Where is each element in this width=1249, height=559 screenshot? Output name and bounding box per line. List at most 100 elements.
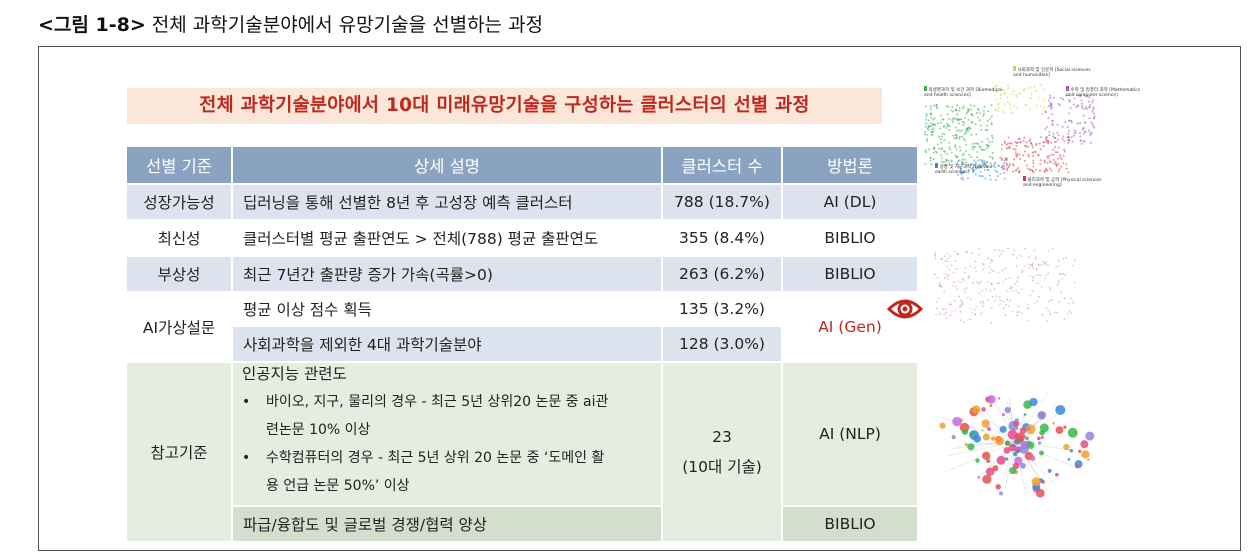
cluster-dot: [930, 130, 933, 133]
cluster-dot: [932, 157, 935, 160]
bullet-mark: •: [242, 450, 251, 466]
count-reference-note: (10대 기술): [682, 458, 762, 476]
cluster-dot: [967, 129, 970, 132]
cluster-dot: [988, 141, 991, 144]
cluster-dot: [979, 124, 982, 127]
cluster-dot: [954, 126, 957, 129]
cluster-dot: [948, 268, 951, 271]
cluster-dot: [957, 119, 960, 122]
cluster-dot: [1020, 271, 1023, 274]
cluster-dot: [1047, 157, 1050, 160]
cluster-dot: [1064, 120, 1067, 123]
cluster-dot: [1047, 309, 1050, 312]
cluster-dot: [1067, 129, 1070, 132]
count-ai-survey-fields: 128 (3.0%): [663, 327, 781, 361]
cluster-dot: [958, 135, 961, 138]
cluster-dot: [1079, 140, 1082, 143]
cluster-dot: [1049, 97, 1052, 100]
cluster-dot: [927, 125, 930, 128]
cluster-dot: [1087, 458, 1090, 461]
cluster-dot: [954, 309, 957, 312]
cluster-dot: [1023, 150, 1026, 153]
cluster-dot: [980, 311, 983, 314]
cluster-dot: [994, 166, 997, 169]
cluster-dot: [929, 156, 932, 159]
cluster-dot: [1032, 85, 1035, 88]
cluster-dot: [924, 133, 927, 136]
cluster-dot: [1005, 278, 1008, 281]
cluster-dot: [924, 118, 927, 121]
cluster-dot: [977, 475, 980, 479]
cluster-dot: [1007, 429, 1018, 440]
bullet-1-line-1: 바이오, 지구, 물리의 경우 - 최근 5년 상위20 논문 중 ai관: [266, 394, 609, 410]
cluster-dot: [1093, 115, 1096, 118]
cluster-dot: [994, 84, 997, 87]
cluster-dot: [945, 317, 948, 320]
cluster-dot: [1072, 103, 1075, 106]
cluster-dot: [936, 143, 939, 146]
cluster-dot: [1068, 99, 1071, 102]
cluster-dot: [1046, 162, 1049, 165]
cluster-dot: [983, 105, 986, 108]
cluster-dot: [1060, 157, 1063, 160]
method-recency: BIBLIO: [783, 221, 917, 255]
cluster-dot: [998, 491, 1004, 496]
cluster-dot: [977, 247, 980, 250]
cluster-dot: [1090, 121, 1093, 124]
cluster-dot: [1006, 290, 1009, 293]
cluster-dot: [1078, 449, 1082, 454]
cluster-dot: [952, 416, 962, 427]
cluster-dot: [991, 140, 994, 143]
cluster-dot: [983, 149, 986, 152]
cluster-dot: [956, 163, 959, 166]
cluster-dot: [940, 312, 942, 315]
caption-text: 전체 과학기술분야에서 유망기술을 선별하는 과정: [151, 14, 544, 36]
cluster-dot: [950, 151, 953, 154]
cluster-dot: [951, 118, 954, 121]
cluster-dot: [1057, 134, 1060, 137]
cluster-dot: [1003, 92, 1006, 95]
cluster-dot: [999, 425, 1007, 433]
cluster-dot: [956, 119, 959, 122]
cluster-dot: [1048, 134, 1051, 137]
cluster-dot: [974, 313, 977, 316]
cluster-dot: [1040, 435, 1044, 439]
legend-swatch-social: [1013, 66, 1016, 71]
cluster-dot: [1008, 145, 1011, 148]
cluster-dot: [1025, 145, 1028, 148]
cluster-dot: [972, 171, 975, 174]
cluster-dot: [999, 94, 1002, 97]
cluster-dot: [1029, 294, 1032, 297]
cluster-dot: [1086, 95, 1089, 98]
cluster-dot: [1025, 424, 1036, 435]
cluster-dot: [960, 129, 963, 132]
cluster-dot: [1031, 276, 1033, 279]
cluster-dot: [1045, 261, 1048, 264]
cluster-dot: [1017, 167, 1020, 170]
cluster-dot: [1068, 310, 1071, 313]
cluster-dot: [1015, 289, 1018, 292]
cluster-dot: [1004, 314, 1007, 316]
cluster-dot: [935, 313, 937, 316]
cluster-dot: [987, 110, 990, 113]
cluster-dot: [1045, 125, 1048, 128]
cluster-dot: [982, 302, 985, 305]
cluster-dot: [1042, 88, 1045, 91]
cluster-dot: [1007, 84, 1010, 87]
cluster-dot: [991, 134, 994, 137]
cluster-dot: [1043, 159, 1046, 162]
cluster-dot: [1019, 158, 1022, 161]
cluster-dot: [1057, 146, 1060, 149]
cluster-dot: [1011, 290, 1014, 293]
cluster-dot: [1005, 457, 1009, 461]
cluster-dot: [962, 278, 964, 281]
cluster-dot: [999, 93, 1002, 96]
cluster-dot: [956, 104, 959, 107]
cluster-dot: [962, 171, 965, 174]
cluster-dot: [1047, 250, 1050, 253]
cluster-dot: [954, 144, 957, 147]
cluster-dot: [1023, 136, 1026, 139]
cluster-dot: [944, 308, 947, 310]
cluster-dot: [951, 284, 954, 287]
cluster-network-graph: [939, 391, 1095, 498]
